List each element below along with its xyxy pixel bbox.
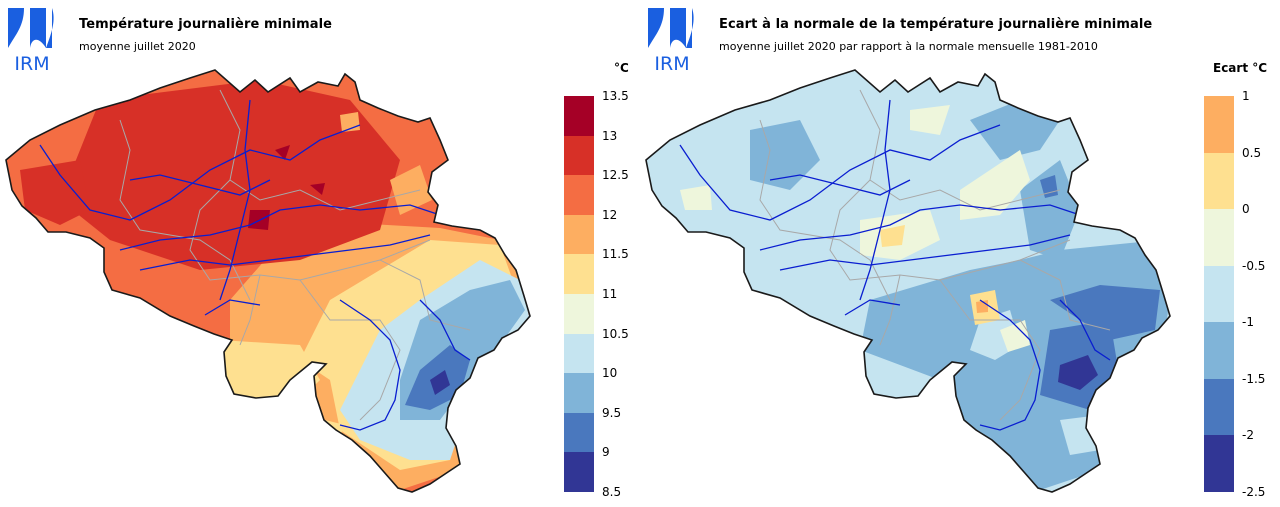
legend-color-bin: [1204, 322, 1234, 380]
legend-tick-label: 13: [602, 128, 618, 143]
legend-color-bin: [1204, 152, 1234, 210]
legend-tick-label: -1.5: [1242, 371, 1266, 386]
legend-tick-label: 12.5: [602, 168, 629, 183]
legend-tick-label: 1: [1242, 89, 1250, 103]
legend-color-bin: [564, 214, 594, 255]
legend-color-bin: [1204, 378, 1234, 436]
legend-tick-label: 10: [602, 366, 618, 381]
legend-tick-label: 9.5: [602, 405, 622, 420]
legend-tick-label: 11: [602, 287, 618, 301]
panel-minimum-temperature: IRM Température journalière minimale moy…: [5, 8, 629, 498]
logo-text: IRM: [654, 53, 689, 72]
legend-tick-label: 12: [602, 207, 618, 222]
legend-color-bin: [1204, 209, 1234, 267]
legend-color-bin: [1204, 435, 1234, 493]
legend-tick-label: 11.5: [602, 247, 629, 262]
legend-color-bin: [1204, 96, 1234, 154]
legend-color-bin: [564, 412, 594, 453]
irm-logo: IRM: [8, 8, 54, 72]
belgium-anomaly-map: [645, 69, 1171, 493]
legend-tick-label: -0.5: [1242, 258, 1266, 273]
legend-color-bin: [564, 96, 594, 137]
irm-logo: IRM: [648, 8, 694, 72]
legend-color-bin: [1204, 265, 1234, 323]
legend-color-bin: [564, 452, 594, 493]
panel-temperature-anomaly: IRM Ecart à la normale de la température…: [640, 0, 1280, 507]
legend-unit: °C: [614, 61, 629, 75]
legend-tick-label: 9: [602, 445, 610, 460]
logo-text: IRM: [14, 53, 49, 72]
legend-tick-label: 8.5: [602, 485, 622, 499]
map-subtitle: moyenne juillet 2020: [79, 40, 196, 53]
legend-tick-label: -2.5: [1242, 485, 1266, 499]
legend-color-bin: [564, 294, 594, 335]
color-legend: 1 0.5 0 -0.5 -1 -1.5 -2 -2.5: [1204, 90, 1265, 498]
legend-tick-label: 10.5: [602, 326, 629, 341]
legend-color-bin: [564, 333, 594, 374]
legend-color-bin: [564, 254, 594, 295]
map-title: Ecart à la normale de la température jou…: [719, 17, 1153, 32]
legend-tick-label: 0.5: [1242, 145, 1262, 160]
legend-tick-label: 0: [1242, 202, 1250, 217]
legend-tick-label: 13.5: [602, 89, 629, 103]
map-title: Température journalière minimale: [79, 17, 333, 32]
belgium-temperature-map: [5, 69, 531, 493]
legend-color-bin: [564, 135, 594, 176]
legend-unit: Ecart °C: [1213, 61, 1268, 75]
legend-tick-label: -1: [1242, 315, 1254, 330]
legend-tick-label: -2: [1242, 428, 1254, 443]
color-legend: 13.5 13 12.5 12 11.5 11 10.5 10 9.5 9 8.5: [564, 90, 629, 498]
legend-color-bin: [564, 175, 594, 216]
map-subtitle: moyenne juillet 2020 par rapport à la no…: [719, 40, 1098, 53]
legend-color-bin: [564, 373, 594, 414]
